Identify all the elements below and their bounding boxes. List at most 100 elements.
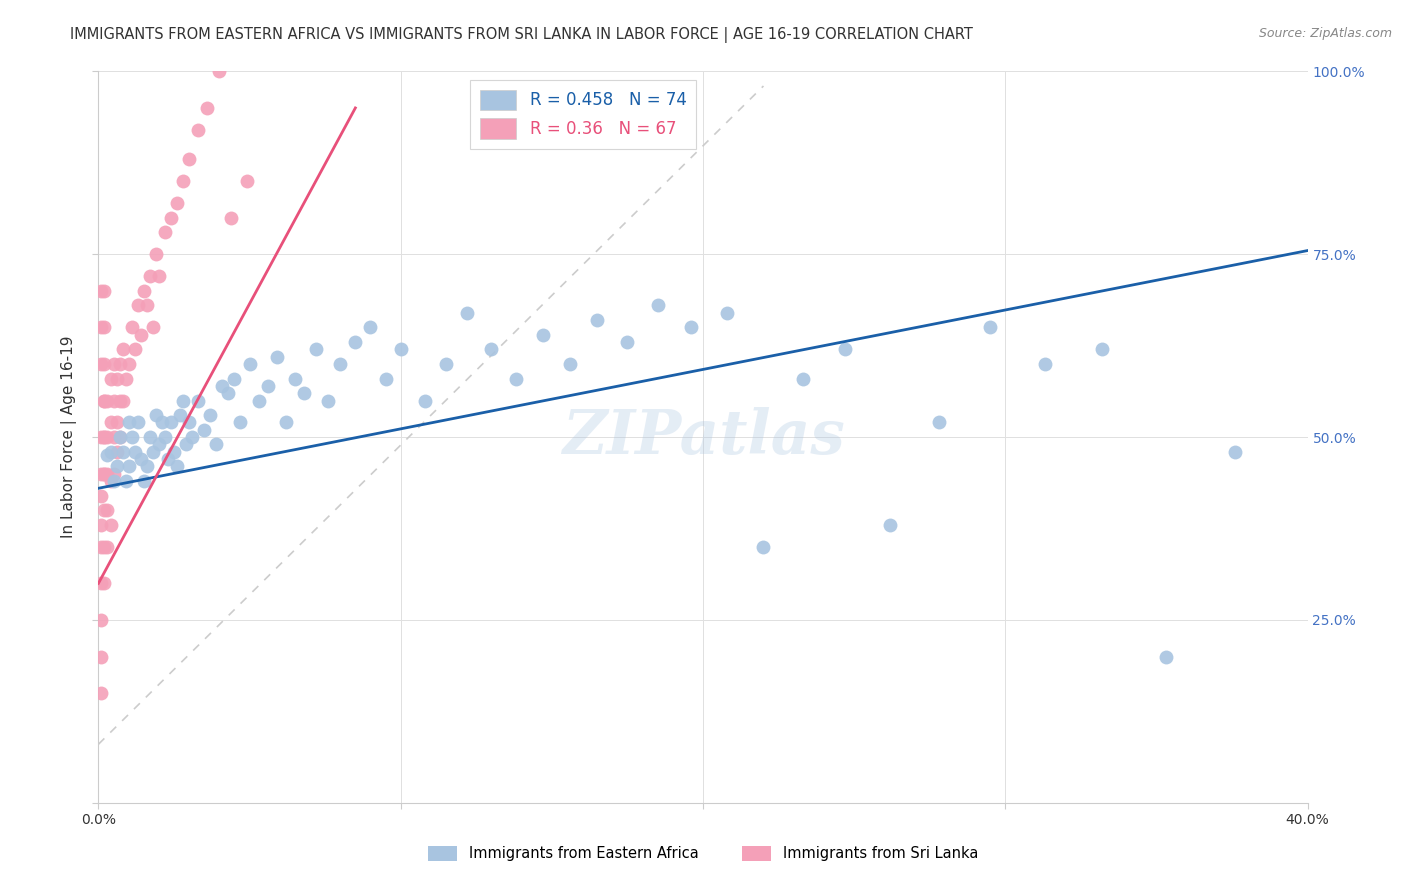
Point (100, 416, 122, 430)
Point (187, 123, 209, 137)
Point (531, 327, 554, 342)
Point (274, 416, 297, 430)
Point (93, 393, 115, 408)
Point (305, 343, 328, 357)
Point (586, 313, 609, 327)
Point (179, 152, 201, 166)
Point (752, 540, 775, 554)
Point (96, 430, 118, 444)
Point (121, 320, 143, 334)
Point (129, 452, 152, 467)
Point (229, 416, 252, 430)
Point (344, 334, 367, 349)
Point (187, 393, 209, 408)
Point (129, 327, 152, 342)
Point (111, 393, 134, 408)
Point (114, 371, 136, 385)
Point (160, 211, 183, 225)
Point (145, 247, 167, 261)
Point (150, 416, 173, 430)
Point (374, 371, 396, 385)
Point (200, 408, 222, 422)
Point (679, 320, 702, 334)
Point (217, 386, 239, 401)
Point (90, 540, 112, 554)
Point (208, 64, 231, 78)
Point (108, 393, 131, 408)
Point (93, 467, 115, 481)
Point (90, 489, 112, 503)
Point (256, 379, 278, 393)
Text: Source: ZipAtlas.com: Source: ZipAtlas.com (1258, 27, 1392, 40)
Text: IMMIGRANTS FROM EASTERN AFRICA VS IMMIGRANTS FROM SRI LANKA IN LABOR FORCE | AGE: IMMIGRANTS FROM EASTERN AFRICA VS IMMIGR… (70, 27, 973, 43)
Point (221, 211, 243, 225)
Point (114, 474, 136, 488)
Point (153, 430, 176, 444)
Point (1154, 649, 1177, 664)
Point (481, 343, 503, 357)
Point (181, 430, 204, 444)
Point (316, 393, 339, 408)
Point (166, 459, 188, 474)
Point (103, 474, 125, 488)
Point (505, 371, 527, 385)
Point (90, 686, 112, 700)
Text: ZIPatlas: ZIPatlas (561, 407, 845, 467)
Point (108, 430, 131, 444)
Point (647, 298, 669, 312)
Point (456, 306, 478, 320)
Point (96, 503, 118, 517)
Point (100, 474, 122, 488)
Point (90, 430, 112, 444)
Point (193, 423, 215, 437)
Point (103, 393, 125, 408)
Point (247, 393, 270, 408)
Point (127, 298, 149, 312)
Point (329, 357, 352, 371)
Point (105, 459, 128, 474)
Point (928, 416, 950, 430)
Point (156, 452, 179, 467)
Point (90, 320, 112, 334)
Point (148, 269, 170, 284)
Point (111, 444, 134, 458)
Point (118, 416, 141, 430)
Point (834, 343, 856, 357)
Point (90, 613, 112, 627)
Point (360, 320, 382, 334)
Point (100, 517, 122, 532)
Point (96, 467, 118, 481)
Point (434, 357, 457, 371)
Point (211, 379, 233, 393)
Point (108, 430, 131, 444)
Point (879, 517, 901, 532)
Point (205, 437, 228, 451)
Point (100, 371, 122, 385)
Point (96, 448, 118, 462)
Point (105, 416, 128, 430)
Point (172, 174, 194, 188)
Point (148, 437, 170, 451)
Point (124, 444, 146, 458)
Point (90, 576, 112, 591)
Point (239, 357, 262, 371)
Point (132, 284, 155, 298)
Point (90, 467, 112, 481)
Point (118, 459, 141, 474)
Point (292, 386, 315, 401)
Point (1091, 343, 1114, 357)
Y-axis label: In Labor Force | Age 16-19: In Labor Force | Age 16-19 (60, 335, 77, 539)
Point (90, 357, 112, 371)
Point (93, 576, 115, 591)
Point (90, 517, 112, 532)
Point (142, 320, 165, 334)
Point (96, 393, 118, 408)
Point (93, 540, 115, 554)
Point (93, 357, 115, 371)
Point (93, 503, 115, 517)
Point (90, 649, 112, 664)
Point (558, 357, 581, 371)
Point (160, 416, 183, 430)
Point (135, 298, 157, 312)
Point (93, 467, 115, 481)
